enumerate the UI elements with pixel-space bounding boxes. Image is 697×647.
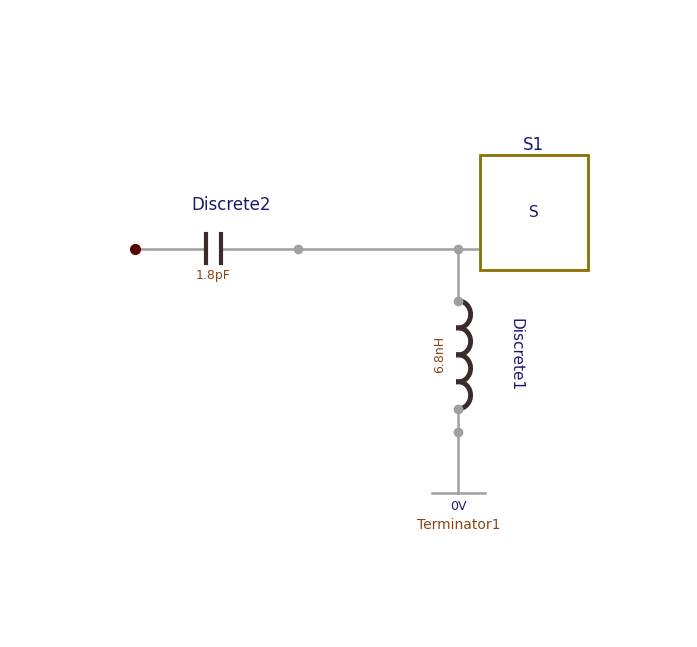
Text: 1.8pF: 1.8pF (196, 269, 231, 281)
Text: 6.8nH: 6.8nH (433, 336, 445, 373)
Text: S1: S1 (523, 137, 544, 155)
Bar (480, 155, 588, 270)
Text: Discrete2: Discrete2 (192, 195, 271, 214)
Text: 0V: 0V (450, 499, 467, 512)
Text: S: S (529, 205, 539, 220)
Text: Discrete1: Discrete1 (509, 318, 523, 391)
Text: Terminator1: Terminator1 (417, 518, 500, 532)
